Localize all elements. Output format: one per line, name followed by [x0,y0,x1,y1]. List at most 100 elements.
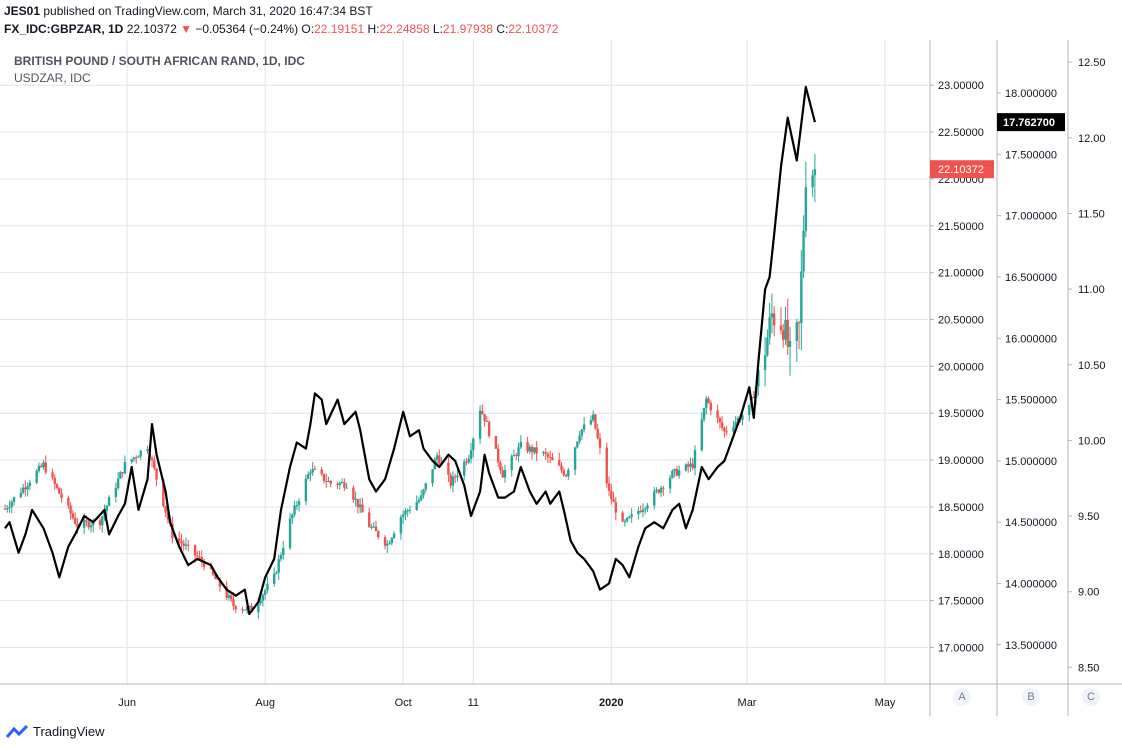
candle-body [401,514,405,518]
axis-c-label: 8.50 [1078,662,1099,674]
candle-body [811,175,814,188]
candle-body [519,442,522,448]
candle-body [598,438,602,448]
usdzar-last-price-badge [997,113,1065,132]
legend-compare-series: USDZAR, IDC [14,71,91,85]
candle-body [135,457,138,459]
candle-body [804,187,808,231]
candle-body [39,465,43,467]
scale-c-button[interactable]: C [1082,688,1100,706]
candle-body [786,320,789,347]
candle-body [225,586,228,598]
candle-body [259,600,262,604]
candle-body [748,404,751,416]
symbol-line: FX_IDC:GBPZAR, 1D 22.10372 ▼ −0.05364 (−… [4,22,558,36]
candle-body [589,420,593,425]
candle-body [329,480,332,484]
candle-body [338,482,342,486]
scale-b-button[interactable]: B [1022,688,1040,706]
axis-a-label: 18.00000 [938,549,984,561]
candle-body [44,462,47,473]
candle-body [431,469,434,484]
candle-body [71,513,75,518]
chart-canvas[interactable]: Jun Aug Oct 11 2020 Mar May 17.00000 17.50000 18.… [0,40,1122,716]
candle-body [406,510,409,512]
candle-body [691,463,694,469]
candle-body [320,469,323,474]
candle-body [752,397,756,399]
axis-a-label: 17.50000 [938,596,984,608]
candle-body [517,447,520,457]
candle-body [621,512,624,522]
candle-body [250,606,253,613]
axis-b-label: 16.500000 [1005,272,1057,284]
candle-body [164,506,167,513]
candle-body [449,474,452,486]
candle-body [37,465,41,472]
candle-body [716,410,719,418]
candle-body [311,468,314,473]
candle-body [802,230,805,272]
candle-body [354,498,357,500]
candle-body [512,455,516,457]
symbol-name[interactable]: FX_IDC:GBPZAR, 1D [4,22,124,36]
candle-body [677,470,681,476]
candle-body [309,472,312,475]
axis-b-label: 17.000000 [1005,211,1057,223]
candle-body [417,499,421,503]
candle-body [481,410,484,415]
candle-body [261,594,265,601]
chart-footer: TradingView [0,716,1122,750]
candle-body [720,422,724,428]
candle-body [415,502,418,511]
candle-body [438,455,441,465]
candle-body [358,504,362,508]
low-label: L: [432,22,443,36]
candle-body [24,487,27,490]
candle-body [788,340,792,347]
candle-body [659,487,663,493]
candle-body [496,448,500,463]
chart-grid [0,40,928,684]
axis-b-label: 17.500000 [1005,149,1057,161]
candle-body [368,512,371,528]
candle-body [623,521,627,523]
candle-body [644,508,647,510]
candle-body [288,518,292,548]
publisher-username[interactable]: JES01 [4,4,41,18]
candle-body [200,556,204,562]
candle-body [230,595,233,600]
candle-body [374,526,378,532]
legend-main-series: BRITISH POUND / SOUTH AFRICAN RAND, 1D, … [14,54,305,68]
close-value: 22.10372 [508,22,559,36]
candle-body [372,526,375,528]
candle-body [469,450,473,459]
usdzar-last-price-label: 17.762700 [1003,117,1055,129]
candle-body [782,330,785,340]
candle-body [499,462,502,471]
candle-body [472,438,475,451]
gbpzar-last-price-badge [930,160,994,179]
candle-body [55,484,59,488]
candle-body [76,523,79,528]
candle-body [784,320,787,340]
axis-b-label: 14.500000 [1005,517,1057,529]
candle-body [447,463,450,475]
axis-b-label: 15.000000 [1005,456,1057,468]
candle-body [121,472,124,474]
candle-body [551,457,554,461]
candle-body [340,482,344,484]
candle-body [322,473,326,481]
candle-body [800,271,803,324]
axis-b-label: 16.000000 [1005,333,1057,345]
candle-body [795,322,798,341]
candle-body [558,460,561,466]
scale-a-button[interactable]: A [953,688,971,706]
tradingview-logo[interactable]: TradingView [6,724,105,739]
candle-body [591,414,595,421]
candle-body [386,544,389,546]
candle-body [266,583,269,591]
chart-axes: Jun Aug Oct 11 2020 Mar May 17.00000 17.50000 18.… [0,40,1122,716]
candle-body [177,538,181,542]
candle-body [232,599,235,606]
